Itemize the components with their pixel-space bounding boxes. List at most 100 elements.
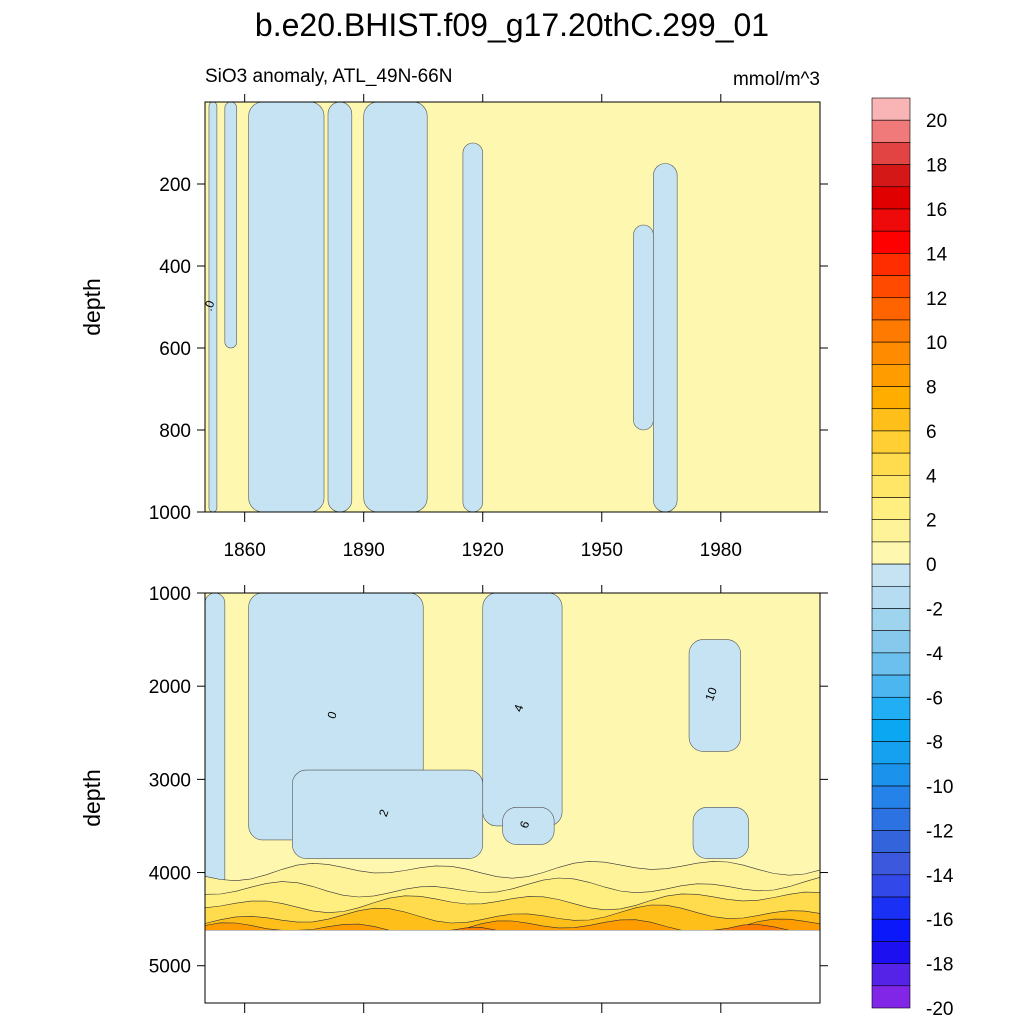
colorbar-swatch: [871, 696, 911, 720]
upper-panel-frame: [204, 101, 821, 513]
y-tick-label: 400: [159, 257, 191, 278]
colorbar-swatch: [871, 896, 911, 920]
colorbar-swatch: [871, 541, 911, 565]
y-tick-label: 1000: [149, 503, 191, 524]
negative-region: [224, 102, 238, 349]
chart-subtitle-right: mmol/m^3: [733, 69, 820, 90]
colorbar-label: 0: [926, 555, 937, 576]
colorbar-swatch: [871, 674, 911, 698]
colorbar-swatch: [871, 297, 911, 321]
negative-region: [633, 224, 654, 431]
y-tick-label: 2000: [149, 677, 191, 698]
colorbar-label: -12: [926, 821, 953, 842]
colorbar-label: -20: [926, 999, 953, 1020]
positive-band: [205, 924, 820, 931]
contour-label: 2: [376, 807, 392, 818]
colorbar-swatch: [871, 963, 911, 987]
y-tick-label: 4000: [149, 864, 191, 885]
colorbar-swatch: [871, 319, 911, 343]
negative-region: [363, 102, 428, 512]
negative-region: [208, 102, 218, 512]
colorbar-swatch: [871, 430, 911, 454]
colorbar-label: -18: [926, 955, 953, 976]
contour-label: 0: [324, 709, 340, 720]
negative-region: [688, 639, 741, 752]
colorbar-label: -8: [926, 733, 943, 754]
colorbar-swatch: [871, 253, 911, 276]
colorbar-swatch: [871, 186, 911, 210]
upper-panel: .0 200 400 600 800 1000 1860 1890 1920 1950 1980: [149, 94, 828, 561]
negative-region: [248, 102, 325, 512]
colorbar-swatch: [871, 852, 911, 876]
colorbar-label: 14: [926, 244, 948, 265]
x-tick-label: 1890: [343, 540, 385, 561]
positive-band: [205, 918, 820, 931]
colorbar-swatch: [871, 608, 911, 631]
colorbar-swatch: [871, 874, 911, 898]
y-tick-label: 600: [159, 339, 191, 360]
negative-region: [462, 142, 484, 512]
colorbar-label: 18: [926, 156, 947, 177]
upper-panel-field: .0: [205, 102, 820, 512]
y-tick-label: 800: [159, 421, 191, 442]
colorbar-swatch: [871, 497, 911, 521]
colorbar-label: 2: [926, 511, 937, 532]
colorbar-swatch: [871, 408, 911, 432]
colorbar-label: -10: [926, 777, 953, 798]
colorbar-label: 20: [926, 111, 947, 132]
colorbar-label: 4: [926, 466, 937, 487]
upper-ylabel: depth: [79, 278, 105, 336]
colorbar-swatch: [871, 918, 911, 942]
colorbar-label: 12: [926, 289, 947, 310]
y-tick-label: 1000: [149, 584, 191, 605]
colorbar-swatch: [871, 985, 911, 1009]
contour-label: 10: [702, 685, 720, 703]
lower-panel-frame: [204, 592, 821, 1004]
y-tick-label: 200: [159, 175, 191, 196]
colorbar: 20181614121086420-2-4-6-8-10-12-14-16-18…: [871, 97, 954, 1020]
colorbar-label: -16: [926, 910, 953, 931]
colorbar-swatch: [871, 519, 911, 543]
colorbar-label: 6: [926, 422, 937, 443]
negative-region: [327, 102, 353, 512]
colorbar-swatch: [871, 763, 911, 787]
colorbar-label: 8: [926, 378, 937, 399]
colorbar-swatch: [871, 585, 911, 609]
contour-label: 6: [517, 819, 533, 830]
colorbar-label: 16: [926, 200, 947, 221]
negative-region: [205, 593, 226, 906]
negative-region: [502, 807, 555, 845]
colorbar-label: -2: [926, 599, 943, 620]
colorbar-swatch: [871, 630, 911, 654]
colorbar-swatch: [871, 119, 911, 143]
chart-subtitle-left: SiO3 anomaly, ATL_49N-66N: [205, 66, 452, 87]
colorbar-swatch: [871, 364, 911, 387]
colorbar-label: -14: [926, 866, 954, 887]
colorbar-swatch: [871, 230, 911, 254]
negative-region: [653, 163, 678, 512]
no-data-region: [205, 930, 820, 1003]
colorbar-label: -4: [926, 644, 943, 665]
y-tick-label: 3000: [149, 770, 191, 791]
colorbar-swatch: [871, 97, 911, 121]
colorbar-swatch: [871, 142, 911, 165]
colorbar-swatch: [871, 341, 911, 365]
negative-region: [692, 807, 749, 859]
colorbar-label: -6: [926, 688, 943, 709]
x-tick-label: 1950: [581, 540, 623, 561]
colorbar-swatch: [871, 807, 911, 831]
colorbar-label: 10: [926, 333, 947, 354]
colorbar-swatch: [871, 386, 911, 410]
x-tick-label: 1920: [462, 540, 504, 561]
chart-title: b.e20.BHIST.f09_g17.20thC.299_01: [255, 7, 769, 43]
colorbar-swatch: [871, 275, 911, 299]
lower-panel: 0 2 4 6 10 1000 2000 3000 4000 5000: [149, 584, 828, 1013]
colorbar-swatch: [871, 785, 911, 809]
colorbar-swatch: [871, 830, 911, 853]
colorbar-swatch: [871, 475, 911, 498]
colorbar-swatch: [871, 164, 911, 188]
lower-ylabel: depth: [79, 769, 105, 827]
y-tick-label: 5000: [149, 957, 191, 978]
colorbar-swatch: [871, 208, 911, 232]
